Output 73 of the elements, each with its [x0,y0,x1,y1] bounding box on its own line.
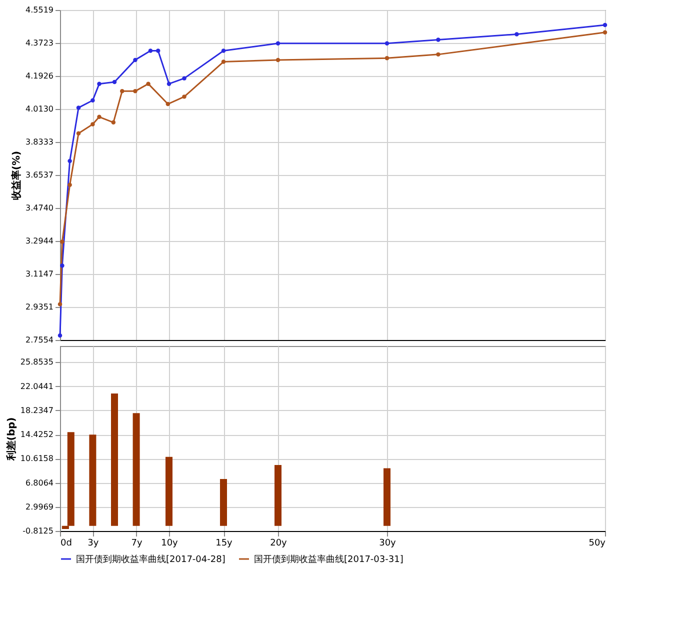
x-tick-label: 7y [131,538,143,548]
point [602,22,608,28]
point [120,89,124,94]
y-tick-label: 3.8333 [26,138,54,146]
point [60,240,64,244]
point [276,41,280,46]
point [602,30,608,35]
x-tick-label: 15y [216,538,234,548]
bar [132,413,140,526]
point [97,114,102,120]
y-tick-label: 2.7554 [26,336,54,344]
y-tick-label: -0.8125 [22,526,54,536]
y-tick-label: 3.4740 [26,204,54,212]
y-tick-label: 22.0441 [20,382,54,391]
point [76,131,81,136]
point [133,58,138,62]
y-tick-label: 6.8064 [26,478,54,488]
bar [111,393,118,526]
bar [274,465,282,526]
legend-label: 国开债到期收益率曲线[2017-04-28] [76,554,226,565]
point [156,48,160,53]
bar [89,434,96,526]
x-tick-label: 0d [60,538,72,548]
point [276,58,280,62]
point [148,48,153,53]
y-tick-label: 10.6158 [20,454,54,464]
point [146,82,150,86]
y-axis-title: 收益率(%) [10,150,23,200]
point [221,60,226,64]
y-tick-label: 4.3723 [26,38,54,48]
point [58,333,62,338]
point [182,76,186,80]
y-tick-label: 25.8535 [20,358,54,367]
y-tick-label: 4.5519 [26,6,54,14]
point [436,38,440,42]
point [60,264,64,268]
x-tick-label: 3y [88,538,100,548]
point [68,182,72,187]
point [384,41,390,46]
x-tick-label: 10y [161,538,179,548]
x-tick-label: 20y [270,538,288,548]
point [133,89,138,94]
point [166,102,170,106]
point [166,82,172,86]
point [76,106,81,110]
point [58,302,62,306]
y-tick-label: 4.1926 [26,72,54,80]
bar [166,456,172,526]
bar [220,478,227,526]
x-tick-label: 50y [588,538,606,548]
x-tick-label: 30y [379,538,397,548]
point [182,94,186,99]
point [221,48,226,53]
y-tick-label: 3.2944 [26,236,54,246]
y-tick-label: 2.9351 [26,302,54,312]
y-tick-label: 18.2347 [20,406,54,415]
bar [384,468,390,526]
y-tick-label: 2.9969 [26,502,54,512]
point [514,32,519,36]
point [111,120,116,125]
y-tick-label: 3.1147 [26,270,54,278]
point [436,52,440,57]
y-tick-label: 14.4252 [20,430,54,439]
legend-label: 国开债到期收益率曲线[2017-03-31] [254,554,404,565]
y-tick-label: 4.0130 [26,104,54,114]
point [68,158,72,164]
point [112,80,117,84]
y-tick-label: 3.6537 [26,170,54,180]
point [90,98,95,102]
point [90,122,95,126]
point [97,82,102,86]
y-axis-title: 利差(bp) [5,417,18,462]
point [384,56,390,60]
